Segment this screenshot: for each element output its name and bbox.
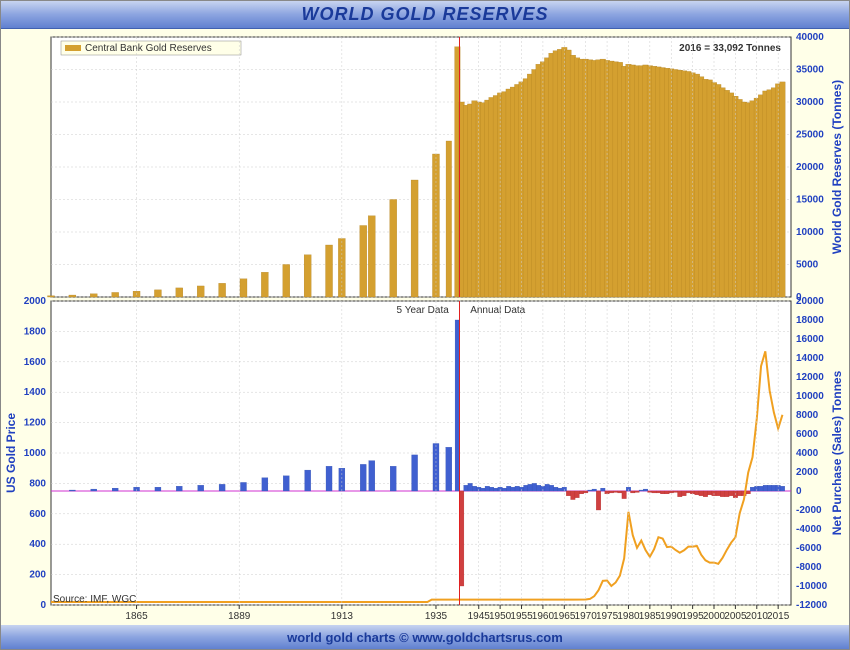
svg-text:1995: 1995 (681, 611, 704, 622)
svg-text:-4000: -4000 (796, 524, 822, 535)
svg-text:1960: 1960 (532, 611, 555, 622)
svg-text:2016 = 33,092 Tonnes: 2016 = 33,092 Tonnes (679, 43, 781, 54)
chart-container: WORLD GOLD RESERVES 05000100001500020000… (0, 0, 850, 650)
svg-text:18000: 18000 (796, 315, 824, 326)
svg-text:40000: 40000 (796, 32, 824, 43)
svg-text:1935: 1935 (425, 611, 448, 622)
footer-link[interactable]: world gold charts © www.goldchartsrus.co… (287, 630, 563, 645)
svg-text:-2000: -2000 (796, 505, 822, 516)
svg-text:Net Purchase (Sales) Tonnes: Net Purchase (Sales) Tonnes (830, 370, 844, 535)
svg-text:1980: 1980 (617, 611, 640, 622)
plot-svg: 0500010000150002000025000300003500040000… (1, 29, 850, 627)
svg-text:0: 0 (40, 600, 46, 611)
svg-text:20000: 20000 (796, 296, 824, 307)
svg-text:25000: 25000 (796, 130, 824, 141)
svg-text:16000: 16000 (796, 334, 824, 345)
svg-text:10000: 10000 (796, 391, 824, 402)
svg-text:1889: 1889 (228, 611, 251, 622)
svg-text:30000: 30000 (796, 97, 824, 108)
footer-bar: world gold charts © www.goldchartsrus.co… (1, 625, 849, 649)
plot-area: 0500010000150002000025000300003500040000… (1, 29, 849, 625)
svg-text:2005: 2005 (724, 611, 747, 622)
svg-text:14000: 14000 (796, 353, 824, 364)
svg-text:400: 400 (29, 539, 46, 550)
svg-text:5 Year Data: 5 Year Data (397, 305, 450, 316)
svg-text:-12000: -12000 (796, 600, 828, 611)
svg-text:1965: 1965 (553, 611, 576, 622)
svg-text:35000: 35000 (796, 65, 824, 76)
svg-text:2000: 2000 (796, 467, 819, 478)
svg-text:2000: 2000 (24, 296, 47, 307)
svg-text:1950: 1950 (489, 611, 512, 622)
svg-text:4000: 4000 (796, 448, 819, 459)
svg-text:1400: 1400 (24, 387, 47, 398)
svg-text:1600: 1600 (24, 357, 47, 368)
svg-text:1985: 1985 (639, 611, 662, 622)
svg-text:8000: 8000 (796, 410, 819, 421)
svg-text:Central Bank Gold Reserves: Central Bank Gold Reserves (85, 43, 212, 54)
svg-text:1990: 1990 (660, 611, 683, 622)
svg-text:12000: 12000 (796, 372, 824, 383)
svg-text:1975: 1975 (596, 611, 619, 622)
svg-text:1800: 1800 (24, 326, 47, 337)
svg-text:200: 200 (29, 570, 46, 581)
svg-text:2015: 2015 (767, 611, 790, 622)
svg-text:1865: 1865 (125, 611, 148, 622)
svg-text:Source: IMF, WGC: Source: IMF, WGC (53, 594, 136, 605)
svg-text:800: 800 (29, 478, 46, 489)
svg-text:1955: 1955 (510, 611, 533, 622)
svg-text:20000: 20000 (796, 162, 824, 173)
svg-text:1200: 1200 (24, 418, 47, 429)
svg-text:2010: 2010 (746, 611, 769, 622)
svg-text:2000: 2000 (703, 611, 726, 622)
svg-text:-10000: -10000 (796, 581, 828, 592)
svg-text:1970: 1970 (575, 611, 598, 622)
svg-text:1913: 1913 (331, 611, 354, 622)
svg-text:-8000: -8000 (796, 562, 822, 573)
svg-text:10000: 10000 (796, 227, 824, 238)
svg-text:600: 600 (29, 509, 46, 520)
title-text: WORLD GOLD RESERVES (301, 4, 548, 25)
svg-text:0: 0 (796, 486, 802, 497)
svg-text:World Gold Reserves (Tonnes): World Gold Reserves (Tonnes) (830, 80, 844, 254)
title-bar: WORLD GOLD RESERVES (1, 1, 849, 29)
svg-text:1000: 1000 (24, 448, 47, 459)
svg-text:US Gold Price: US Gold Price (4, 413, 18, 493)
svg-text:6000: 6000 (796, 429, 819, 440)
svg-text:15000: 15000 (796, 195, 824, 206)
svg-text:5000: 5000 (796, 260, 819, 271)
svg-text:-6000: -6000 (796, 543, 822, 554)
svg-text:1945: 1945 (468, 611, 491, 622)
